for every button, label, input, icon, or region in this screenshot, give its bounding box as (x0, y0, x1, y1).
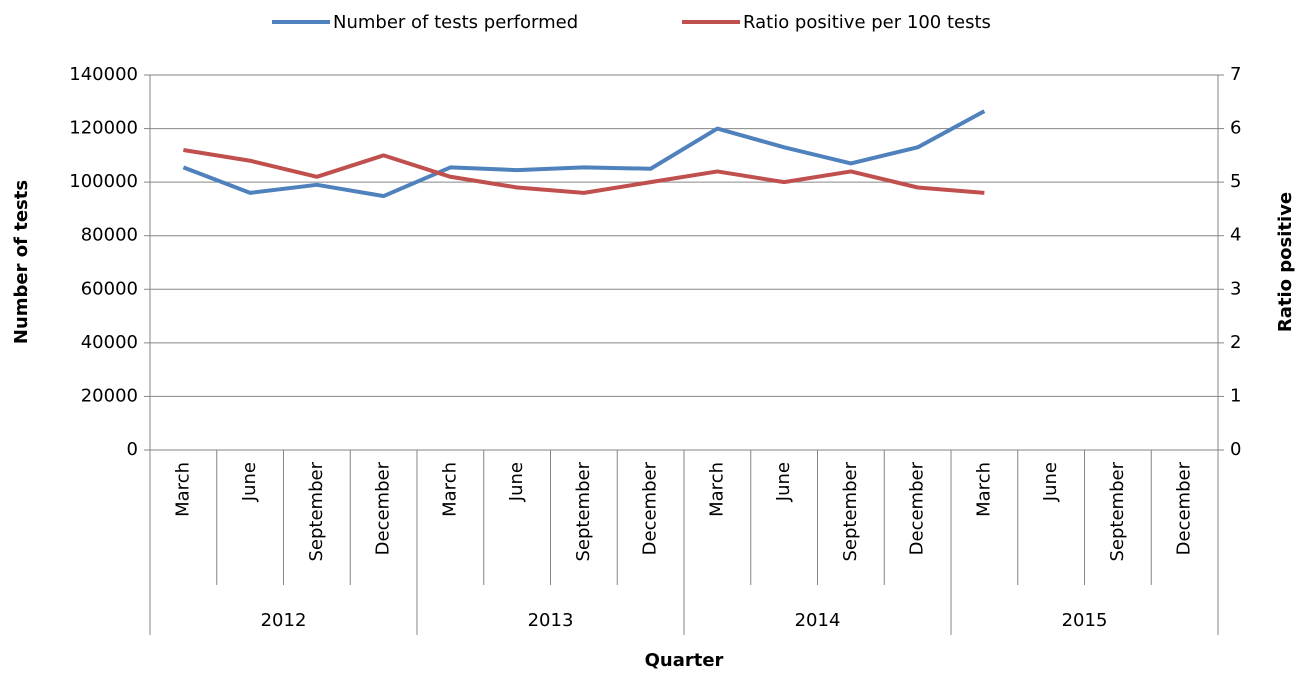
x-group-label: 2013 (528, 610, 574, 631)
x-tick-label: March (706, 462, 727, 517)
x-tick-label: December (907, 461, 928, 555)
y-tick-label: 140000 (69, 64, 138, 85)
y2-tick-label: 7 (1230, 64, 1241, 85)
x-tick-label: March (973, 462, 994, 517)
legend-label: Ratio positive per 100 tests (743, 12, 991, 33)
x-tick-label: September (306, 461, 327, 561)
x-tick-label: December (640, 461, 661, 555)
y-tick-label: 100000 (69, 171, 138, 192)
y-tick-label: 40000 (81, 332, 138, 353)
y2-tick-label: 6 (1230, 118, 1241, 139)
y2-tick-label: 3 (1230, 278, 1241, 299)
x-tick-label: September (840, 461, 861, 561)
legend-label: Number of tests performed (333, 12, 578, 33)
y2-tick-label: 1 (1230, 385, 1241, 406)
x-tick-label: June (1040, 462, 1061, 502)
y2-tick-label: 4 (1230, 225, 1241, 246)
y-tick-label: 0 (127, 439, 138, 460)
x-axis-title: Quarter (645, 650, 724, 671)
y-axis-title: Number of tests (11, 180, 32, 344)
y-tick-label: 80000 (81, 225, 138, 246)
series-line (183, 148, 985, 195)
x-tick-label: June (239, 462, 260, 502)
y2-tick-label: 5 (1230, 171, 1241, 192)
series-line (182, 109, 986, 199)
y-tick-label: 20000 (81, 385, 138, 406)
x-tick-label: June (506, 462, 527, 502)
x-group-label: 2015 (1062, 610, 1108, 631)
x-group-label: 2014 (795, 610, 841, 631)
x-tick-label: June (773, 462, 794, 502)
y2-axis-title: Ratio positive (1275, 192, 1296, 332)
x-tick-label: December (1174, 461, 1195, 555)
y2-tick-label: 0 (1230, 439, 1241, 460)
x-tick-label: September (1107, 461, 1128, 561)
x-group-label: 2012 (261, 610, 307, 631)
y-tick-label: 120000 (69, 118, 138, 139)
y-tick-label: 60000 (81, 278, 138, 299)
x-tick-label: March (172, 462, 193, 517)
y2-tick-label: 2 (1230, 332, 1241, 353)
x-tick-label: September (573, 461, 594, 561)
x-tick-label: March (439, 462, 460, 517)
x-tick-label: December (373, 461, 394, 555)
